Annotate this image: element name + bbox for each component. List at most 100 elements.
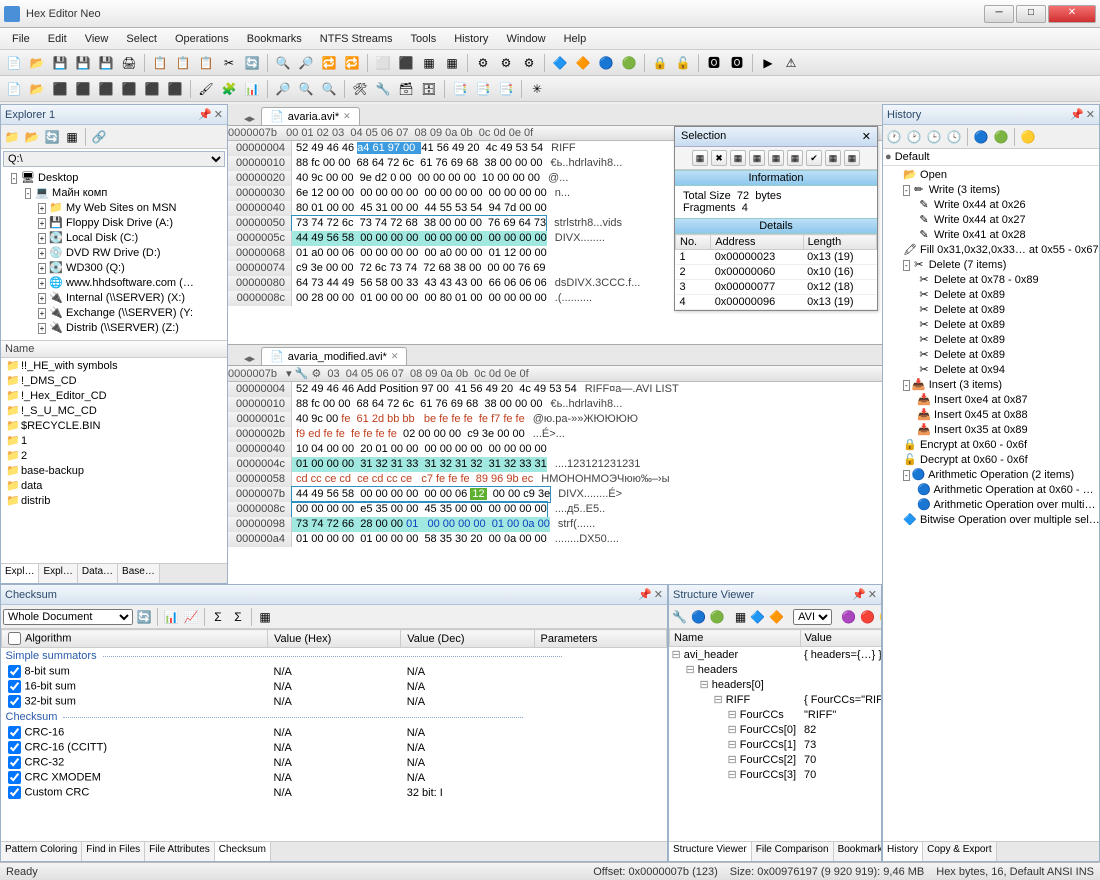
toolbar-button[interactable]: 🔍 — [319, 79, 339, 99]
tree-node[interactable]: +💽 WD300 (Q:) — [3, 261, 225, 276]
toolbar-button[interactable]: ⬛ — [73, 79, 93, 99]
pin-icon[interactable]: 📌 — [852, 588, 866, 601]
close-icon[interactable]: ✕ — [343, 111, 351, 122]
history-item[interactable]: ✂ Delete at 0x89 — [885, 318, 1097, 333]
file-item[interactable]: 📁2 — [1, 448, 227, 463]
menu-tools[interactable]: Tools — [403, 31, 445, 47]
history-item[interactable]: -📥 Insert (3 items) — [885, 378, 1097, 393]
pin-icon[interactable]: 📌 — [1070, 108, 1084, 121]
toolbar-button[interactable]: 🔄 — [242, 53, 262, 73]
tab[interactable]: Find in Files — [82, 842, 145, 861]
history-item[interactable]: ✂ Delete at 0x89 — [885, 288, 1097, 303]
tree-node[interactable]: +🌐 www.hhdsoftware.com (… — [3, 276, 225, 291]
hist-tool-icon[interactable]: 🕒 — [925, 128, 943, 146]
sv-tool-icon[interactable]: 🔧 — [671, 608, 688, 626]
struct-row[interactable]: ⊟ headers[0]0x00000…825373076RIFF — [670, 677, 882, 692]
toolbar-button[interactable]: ⚠ — [781, 53, 801, 73]
sel-tool-icon[interactable]: ▦ — [749, 150, 765, 166]
toolbar-button[interactable]: 💾 — [96, 53, 116, 73]
toolbar-button[interactable]: ⬛ — [165, 79, 185, 99]
history-item[interactable]: ✎ Write 0x44 at 0x26 — [885, 198, 1097, 213]
menu-bookmarks[interactable]: Bookmarks — [239, 31, 310, 47]
sv-tool-icon[interactable]: 🟢 — [709, 608, 726, 626]
hist-tool-icon[interactable]: 🟢 — [992, 128, 1010, 146]
toolbar-button[interactable]: 🔵 — [596, 53, 616, 73]
tab[interactable]: Pattern Coloring — [1, 842, 82, 861]
history-item[interactable]: 🔵 Arithmetic Operation at 0x60 - … — [885, 483, 1097, 498]
toolbar-button[interactable]: ⬛ — [142, 79, 162, 99]
pin-icon[interactable]: 📌 — [198, 108, 212, 121]
toolbar-button[interactable]: 📄 — [4, 79, 24, 99]
tree-node[interactable]: +💿 DVD RW Drive (D:) — [3, 246, 225, 261]
toolbar-button[interactable]: 🧩 — [219, 79, 239, 99]
view-icon[interactable]: ▦ — [63, 128, 81, 146]
toolbar-button[interactable]: 📋 — [173, 53, 193, 73]
toolbar-button[interactable]: 🟢 — [619, 53, 639, 73]
file-item[interactable]: 📁!!_HE_with symbols — [1, 358, 227, 373]
toolbar-button[interactable]: 💾 — [73, 53, 93, 73]
maximize-button[interactable]: □ — [1016, 5, 1046, 23]
menu-view[interactable]: View — [77, 31, 117, 47]
file-item[interactable]: 📁distrib — [1, 493, 227, 508]
struct-row[interactable]: ⊟ RIFF{ FourCCs="RIFF"; F…0x00000…4FOUR — [670, 692, 882, 707]
file-item[interactable]: 📁!_Hex_Editor_CD — [1, 388, 227, 403]
menu-edit[interactable]: Edit — [40, 31, 75, 47]
history-item[interactable]: ✂ Delete at 0x89 — [885, 303, 1097, 318]
history-item[interactable]: ✎ Write 0x44 at 0x27 — [885, 213, 1097, 228]
toolbar-button[interactable]: ⬜ — [373, 53, 393, 73]
algorithm-checkbox[interactable] — [8, 741, 21, 754]
ck-tool-icon[interactable]: Σ — [229, 608, 247, 626]
toolbar-button[interactable]: 🗃 — [396, 79, 416, 99]
menu-history[interactable]: History — [446, 31, 496, 47]
toolbar-button[interactable]: ⚙ — [496, 53, 516, 73]
toolbar-button[interactable]: 📂 — [27, 53, 47, 73]
history-item[interactable]: 🔵 Arithmetic Operation over multi… — [885, 498, 1097, 513]
menu-file[interactable]: File — [4, 31, 38, 47]
history-item[interactable]: 📥 Insert 0x35 at 0x89 — [885, 423, 1097, 438]
history-item[interactable]: -✏ Write (3 items) — [885, 183, 1097, 198]
history-item[interactable]: ✂ Delete at 0x78 - 0x89 — [885, 273, 1097, 288]
history-item[interactable]: -✂ Delete (7 items) — [885, 258, 1097, 273]
structure-table[interactable]: NameValueAddressSizeType ⊟ avi_header{ h… — [669, 629, 881, 782]
toolbar-button[interactable]: ▦ — [442, 53, 462, 73]
history-list[interactable]: 📂 Open-✏ Write (3 items)✎ Write 0x44 at … — [883, 166, 1099, 841]
sv-tool-icon[interactable]: 🔴 — [859, 608, 876, 626]
name-column-header[interactable]: Name — [1, 340, 227, 358]
struct-row[interactable]: ⊟ avi_header{ headers={…} }0x00000…82537… — [670, 647, 882, 663]
docs-nav-icon[interactable]: ◂▸ — [244, 352, 255, 365]
history-item[interactable]: 📂 Open — [885, 168, 1097, 183]
history-item[interactable]: 🔒 Encrypt at 0x60 - 0x6f — [885, 438, 1097, 453]
toolbar-button[interactable]: 🔎 — [296, 53, 316, 73]
file-item[interactable]: 📁data — [1, 478, 227, 493]
toolbar-button[interactable]: 🅾 — [727, 53, 747, 73]
tree-node[interactable]: -💻 Майн комп — [3, 186, 225, 201]
toolbar-button[interactable]: 🔎 — [273, 79, 293, 99]
toolbar-button[interactable]: 🔍 — [296, 79, 316, 99]
refresh-icon[interactable]: 🔄 — [43, 128, 61, 146]
sel-tool-icon[interactable]: ▦ — [787, 150, 803, 166]
sv-tool-icon[interactable]: ▦ — [734, 608, 747, 626]
struct-row[interactable]: ⊟ FourCCs[2]700x00000…1char — [670, 752, 882, 767]
struct-row[interactable]: ⊟ FourCCs[1]730x00000…1char — [670, 737, 882, 752]
algorithm-checkbox[interactable] — [8, 680, 21, 693]
algorithm-checkbox[interactable] — [8, 695, 21, 708]
toolbar-button[interactable]: 📊 — [242, 79, 262, 99]
toolbar-button[interactable]: 🗄 — [419, 79, 439, 99]
toolbar-button[interactable]: 📋 — [150, 53, 170, 73]
ck-tool-icon[interactable]: 📊 — [162, 608, 180, 626]
toolbar-button[interactable]: 💾 — [50, 53, 70, 73]
hist-tool-icon[interactable]: 🔵 — [972, 128, 990, 146]
history-item[interactable]: ✂ Delete at 0x89 — [885, 348, 1097, 363]
panel-close-icon[interactable]: ✕ — [868, 588, 877, 601]
tree-node[interactable]: +🔌 Internal (\\SERVER) (X:) — [3, 291, 225, 306]
toolbar-button[interactable]: 🔓 — [673, 53, 693, 73]
tree-node[interactable]: +🔌 Distrib (\\SERVER) (Z:) — [3, 321, 225, 336]
hex-view-2[interactable]: 0000007b ▾ 🔧 ⚙ 03 04 05 06 07 08 09 0a 0… — [228, 366, 882, 584]
tab[interactable]: Bookmarks — [834, 842, 881, 861]
tree-node[interactable]: +💾 Floppy Disk Drive (A:) — [3, 216, 225, 231]
document-tab-1[interactable]: 📄avaria.avi*✕ — [261, 107, 360, 125]
toolbar-button[interactable]: ▦ — [419, 53, 439, 73]
structure-scheme-select[interactable]: AVI — [793, 609, 832, 625]
algorithm-checkbox[interactable] — [8, 665, 21, 678]
algorithm-checkbox[interactable] — [8, 756, 21, 769]
